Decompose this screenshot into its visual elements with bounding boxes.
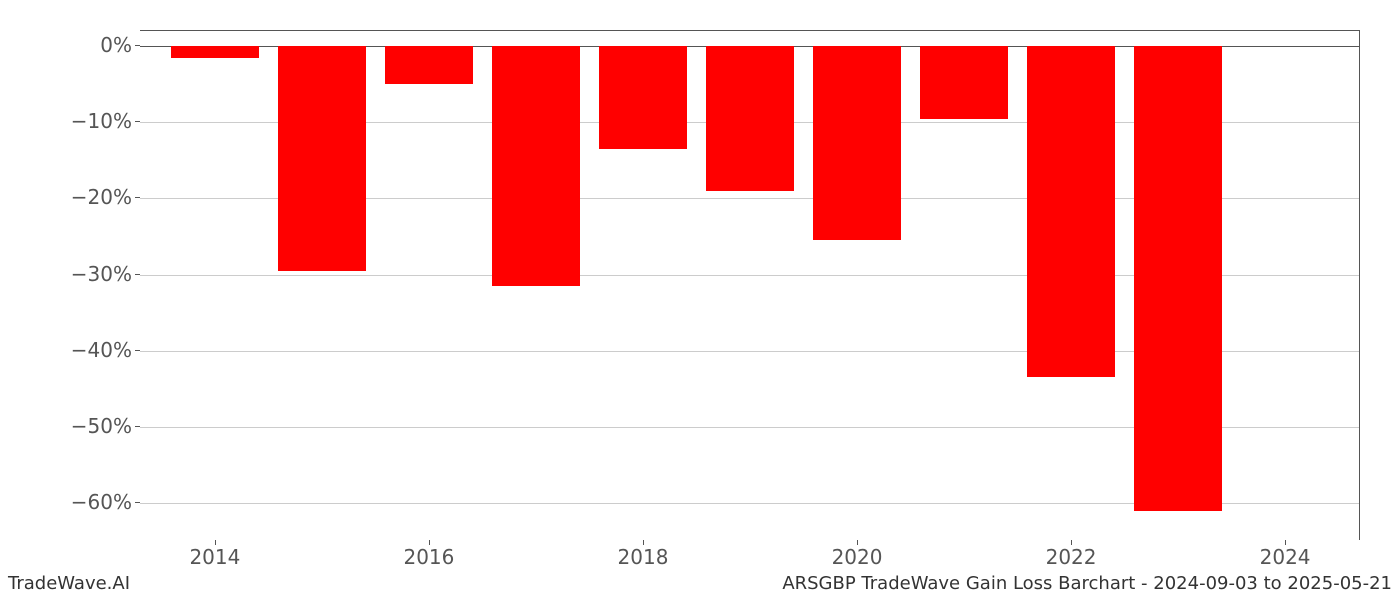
- y-tick-mark: [135, 502, 140, 503]
- y-tick-label: −50%: [52, 414, 132, 438]
- x-tick-mark: [1071, 540, 1072, 545]
- y-tick-label: −20%: [52, 185, 132, 209]
- x-tick-label: 2024: [1260, 545, 1311, 569]
- x-tick-mark: [643, 540, 644, 545]
- bar: [706, 46, 794, 191]
- bar: [1027, 46, 1115, 377]
- bar: [920, 46, 1008, 118]
- y-tick-mark: [135, 274, 140, 275]
- x-tick-mark: [1285, 540, 1286, 545]
- y-tick-mark: [135, 426, 140, 427]
- x-tick-mark: [429, 540, 430, 545]
- x-tick-mark: [215, 540, 216, 545]
- y-tick-label: −40%: [52, 338, 132, 362]
- bar: [492, 46, 580, 286]
- bar: [385, 46, 473, 84]
- y-tick-mark: [135, 197, 140, 198]
- y-tick-mark: [135, 121, 140, 122]
- x-tick-label: 2018: [618, 545, 669, 569]
- y-tick-label: 0%: [52, 33, 132, 57]
- x-tick-mark: [857, 540, 858, 545]
- y-tick-label: −30%: [52, 262, 132, 286]
- y-tick-mark: [135, 45, 140, 46]
- bar: [278, 46, 366, 271]
- x-tick-label: 2022: [1046, 545, 1097, 569]
- footer-brand: TradeWave.AI: [8, 573, 130, 594]
- y-tick-label: −60%: [52, 490, 132, 514]
- bar: [813, 46, 901, 240]
- plot-canvas: [140, 31, 1359, 540]
- bar: [1134, 46, 1222, 510]
- bar: [171, 46, 259, 57]
- chart-plot-area: [140, 30, 1360, 540]
- bar: [599, 46, 687, 149]
- x-tick-label: 2014: [189, 545, 240, 569]
- y-tick-label: −10%: [52, 109, 132, 133]
- footer-caption: ARSGBP TradeWave Gain Loss Barchart - 20…: [782, 573, 1392, 594]
- x-tick-label: 2016: [403, 545, 454, 569]
- y-tick-mark: [135, 350, 140, 351]
- x-tick-label: 2020: [832, 545, 883, 569]
